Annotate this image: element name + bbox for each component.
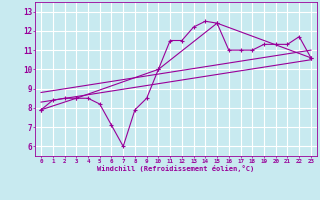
X-axis label: Windchill (Refroidissement éolien,°C): Windchill (Refroidissement éolien,°C) <box>97 165 255 172</box>
